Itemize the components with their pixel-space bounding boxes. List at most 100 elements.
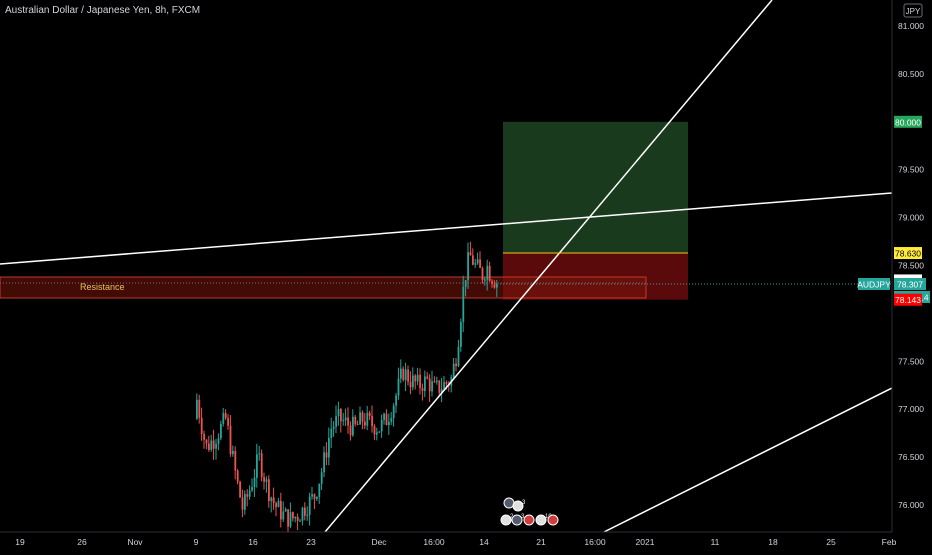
candle-body bbox=[496, 283, 498, 288]
candle-body bbox=[244, 494, 246, 510]
candle-body bbox=[428, 378, 431, 392]
candle-body bbox=[296, 516, 299, 521]
candle-body bbox=[270, 497, 273, 502]
time-axis[interactable]: 19 26 Nov 9 16 23 Dec 16:00 14 21 16:00 2021 11 18 25 F… bbox=[0, 531, 897, 547]
candle-body bbox=[198, 399, 201, 418]
candle-body bbox=[359, 412, 361, 425]
time-tick-label: 19 bbox=[15, 537, 25, 547]
price-tick-label: 81.000 bbox=[898, 21, 924, 31]
candle-body bbox=[457, 346, 460, 367]
candle-body bbox=[412, 375, 414, 388]
candle-body bbox=[251, 487, 253, 491]
candle-body bbox=[335, 416, 337, 427]
event-flag-icon bbox=[500, 514, 512, 526]
price-tick-label: 80.500 bbox=[898, 69, 924, 79]
symbol-price-label: AUDJPY bbox=[857, 279, 891, 289]
candle-body bbox=[313, 494, 316, 499]
event-flag-icon bbox=[523, 514, 535, 526]
time-tick-label: Dec bbox=[371, 537, 387, 547]
candle-body bbox=[330, 428, 333, 438]
candle-body bbox=[287, 509, 289, 527]
candle-body bbox=[376, 432, 378, 435]
candle-body bbox=[373, 426, 376, 435]
candle-body bbox=[433, 381, 436, 383]
candle-body bbox=[229, 425, 232, 455]
event-count: 3 bbox=[522, 500, 526, 506]
candle-body bbox=[292, 512, 294, 519]
price-tick-label: 79.000 bbox=[898, 213, 924, 223]
candle-body bbox=[440, 389, 443, 393]
time-tick-label: 2021 bbox=[636, 537, 655, 547]
time-tick-label: 14 bbox=[479, 537, 489, 547]
candle-body bbox=[385, 413, 388, 426]
candle-body bbox=[352, 416, 354, 436]
price-ticks: 81.000 80.500 79.500 79.000 78.500 77.500 77.0… bbox=[898, 21, 924, 510]
candle-body bbox=[236, 470, 239, 482]
event-markers[interactable]: 32 3 10 bbox=[500, 497, 559, 526]
candle-body bbox=[438, 380, 441, 393]
trendlines-group[interactable] bbox=[0, 0, 893, 533]
candle-body bbox=[491, 280, 493, 285]
plot-area[interactable]: Resistance bbox=[0, 0, 893, 533]
candle-body bbox=[464, 280, 467, 287]
candle-body bbox=[354, 416, 357, 425]
candle-body bbox=[205, 439, 208, 444]
price-axis[interactable]: JPY 81.000 80.500 79.500 79.000 78.500 77.500… bbox=[857, 0, 930, 532]
time-tick-label: 16 bbox=[248, 537, 258, 547]
candle-body bbox=[431, 381, 433, 392]
candle-body bbox=[486, 265, 489, 280]
take-profit-zone[interactable] bbox=[503, 121, 688, 254]
candle-body bbox=[364, 421, 366, 426]
price-tick-label: 77.000 bbox=[898, 404, 924, 414]
candle-body bbox=[280, 500, 282, 520]
candle-body bbox=[299, 520, 301, 522]
candle-body bbox=[469, 252, 472, 256]
candle-body bbox=[409, 381, 412, 388]
candle-body bbox=[277, 500, 280, 508]
candle-body bbox=[460, 322, 462, 347]
time-tick-label: 25 bbox=[826, 537, 836, 547]
entry-price-label: 78.630 bbox=[895, 249, 921, 259]
candle-body bbox=[368, 412, 371, 416]
price-tick-label: 78.500 bbox=[898, 261, 924, 271]
candle-body bbox=[232, 450, 234, 455]
candle-body bbox=[258, 453, 261, 455]
candle-body bbox=[402, 368, 405, 381]
target-price-label: 80.000 bbox=[895, 117, 921, 127]
candle-body bbox=[481, 267, 484, 280]
candle-body bbox=[320, 472, 323, 484]
last-price-label: 78.307 bbox=[897, 279, 923, 289]
time-tick-label: 9 bbox=[194, 537, 199, 547]
candle-body bbox=[380, 419, 383, 432]
candle-body bbox=[383, 413, 385, 420]
candle-body bbox=[467, 252, 469, 281]
candle-body bbox=[275, 503, 277, 508]
candle-body bbox=[265, 479, 268, 482]
price-tick-label: 79.500 bbox=[898, 165, 924, 175]
currency-badge-text: JPY bbox=[906, 7, 921, 16]
event-flag-icon bbox=[503, 497, 515, 509]
candle-body bbox=[241, 497, 244, 510]
target-price-label-box bbox=[894, 115, 922, 128]
candle-body bbox=[356, 424, 359, 426]
time-tick-label: 21 bbox=[536, 537, 546, 547]
candle-body bbox=[342, 420, 345, 422]
candle-body bbox=[476, 259, 479, 264]
candle-body bbox=[445, 382, 448, 384]
event-flag-icon bbox=[535, 514, 547, 526]
time-tick-label: Feb bbox=[882, 537, 897, 547]
event-count: 2 bbox=[510, 514, 514, 520]
candle-body bbox=[222, 413, 225, 424]
candle-body bbox=[332, 426, 335, 429]
candle-body bbox=[272, 497, 275, 504]
symbol-price-label-box bbox=[858, 277, 890, 290]
candle-body bbox=[426, 376, 429, 379]
candle-body bbox=[404, 369, 407, 381]
candle-body bbox=[479, 259, 481, 268]
candle-body bbox=[388, 421, 390, 426]
candle-body bbox=[212, 440, 215, 449]
candle-body bbox=[400, 368, 402, 379]
time-tick-label: Nov bbox=[127, 537, 143, 547]
